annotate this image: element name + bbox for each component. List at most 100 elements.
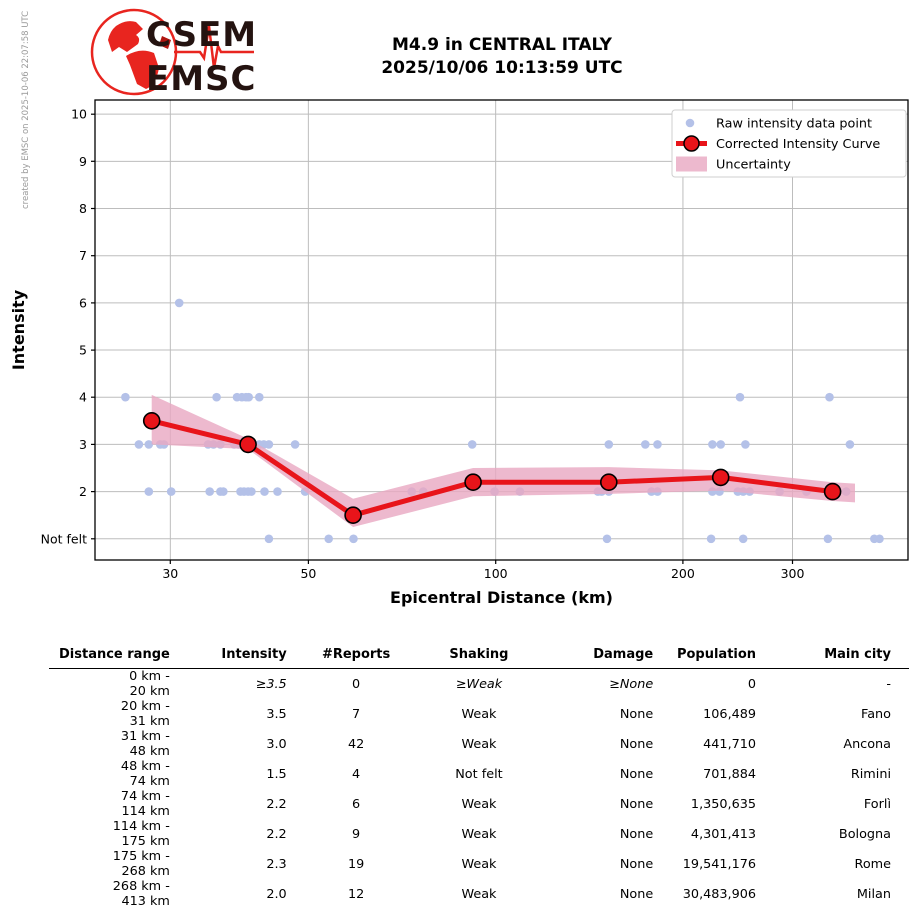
raw-intensity-point — [845, 440, 855, 449]
raw-intensity-point — [174, 298, 184, 308]
emsc-logo: CSEM EMSC — [90, 8, 256, 98]
table-header-3: Shaking — [417, 636, 541, 669]
cell-reports: 7 — [352, 706, 361, 722]
cell-intensity: 3.5 — [266, 706, 287, 722]
cell-damage: None — [619, 766, 654, 782]
uncertainty-band — [151, 394, 855, 527]
cell-population: 701,884 — [703, 766, 757, 782]
cell-damage: None — [619, 736, 654, 752]
x-tick-label: 50 — [300, 566, 316, 581]
legend-label: Corrected Intensity Curve — [716, 137, 880, 152]
cell-shaking: Not felt — [455, 766, 503, 782]
cell-main-city: Bologna — [838, 826, 891, 842]
cell-reports: 4 — [352, 766, 361, 782]
raw-intensity-point — [706, 534, 716, 544]
intensity-table-wrap: Distance range Intensity #Reports Shaking Da… — [49, 636, 909, 905]
raw-intensity-point — [273, 487, 282, 496]
cell-reports: 42 — [347, 736, 365, 752]
logo-continent-africa — [126, 50, 159, 89]
table-header-row: Distance range Intensity #Reports Shaking Da… — [49, 636, 909, 669]
raw-intensity-point — [604, 440, 614, 449]
x-axis-label: Epicentral Distance (km) — [390, 588, 613, 607]
cell-reports: 9 — [352, 826, 361, 842]
raw-intensity-point — [254, 392, 264, 402]
y-tick-label: 7 — [79, 248, 87, 263]
raw-intensity-point — [349, 534, 358, 544]
cell-distance-range: 48 km - 74 km — [120, 759, 170, 789]
cell-population: 0 — [747, 676, 757, 692]
table-row: 268 km - 413 km 2.0 12 Weak None 30,483,906 Mi… — [49, 879, 909, 905]
cell-population: 30,483,906 — [682, 886, 757, 902]
raw-intensity-point — [166, 487, 176, 496]
y-tick-label: 3 — [79, 437, 87, 452]
raw-intensity-point — [708, 440, 717, 449]
cell-damage: None — [619, 886, 654, 902]
cell-intensity: 2.2 — [266, 826, 287, 842]
raw-intensity-point — [260, 487, 269, 496]
raw-intensity-point — [716, 440, 725, 449]
y-tick-label: 4 — [79, 390, 87, 405]
raw-intensity-point — [264, 440, 274, 449]
raw-intensity-point — [290, 440, 300, 449]
raw-intensity-point — [212, 392, 221, 402]
cell-shaking: Weak — [461, 796, 497, 812]
y-tick-label: 8 — [79, 201, 87, 216]
y-axis-label: Intensity — [9, 289, 28, 370]
cell-main-city: Milan — [856, 886, 891, 902]
table-header-2: #Reports — [294, 636, 418, 669]
cell-reports: 0 — [352, 676, 361, 692]
cell-distance-range: 0 km - 20 km — [129, 669, 170, 699]
cell-population: 1,350,635 — [690, 796, 757, 812]
cell-intensity: 1.5 — [266, 766, 287, 782]
cell-damage: ≥None — [609, 676, 654, 692]
cell-damage: None — [619, 706, 654, 722]
cell-population: 106,489 — [703, 706, 757, 722]
y-tick-label: 9 — [79, 154, 87, 169]
raw-intensity-point — [653, 440, 662, 449]
table-header-4: Damage — [540, 636, 664, 669]
corrected-curve-marker — [823, 482, 842, 501]
cell-distance-range: 20 km - 31 km — [120, 699, 170, 729]
raw-intensity-point — [825, 392, 834, 402]
corrected-curve-marker — [344, 506, 362, 525]
cell-intensity: 2.2 — [266, 796, 287, 812]
corrected-curve-marker — [239, 435, 257, 454]
chart-title: M4.9 in CENTRAL ITALY 2025/10/06 10:13:5… — [252, 34, 752, 80]
cell-population: 19,541,176 — [682, 856, 757, 872]
logo-seismogram-icon — [174, 25, 254, 69]
raw-intensity-point — [602, 534, 612, 544]
legend-box — [671, 109, 907, 178]
corrected-curve-marker — [599, 473, 618, 492]
table-header-1: Intensity — [171, 636, 295, 669]
cell-shaking: Weak — [461, 856, 497, 872]
table-header-6: Main city — [786, 636, 909, 669]
cell-main-city: Rimini — [850, 766, 891, 782]
y-tick-label: 10 — [71, 107, 87, 122]
table-row: 175 km - 268 km 2.3 19 Weak None 19,541,176 Ro… — [49, 849, 909, 879]
table-row: 20 km - 31 km 3.5 7 Weak None 106,489 Fano — [49, 699, 909, 729]
table-row: 0 km - 20 km ≥3.5 0 ≥Weak ≥None 0 - — [49, 669, 909, 699]
legend-band-icon — [676, 156, 707, 172]
raw-intensity-point — [738, 534, 748, 544]
legend-raw-point-icon — [685, 118, 695, 128]
raw-intensity-point — [264, 534, 274, 544]
chart-title-line1: M4.9 in CENTRAL ITALY — [392, 35, 612, 55]
cell-main-city: Ancona — [843, 736, 891, 752]
cell-damage: None — [619, 796, 654, 812]
raw-intensity-point — [244, 392, 253, 402]
raw-intensity-point — [205, 487, 214, 496]
cell-damage: None — [619, 856, 654, 872]
raw-intensity-point — [823, 534, 833, 544]
cell-distance-range: 31 km - 48 km — [120, 729, 170, 759]
cell-distance-range: 175 km - 268 km — [112, 849, 170, 879]
raw-intensity-point — [247, 487, 256, 496]
x-tick-label: 300 — [781, 566, 805, 581]
cell-main-city: Rome — [854, 856, 892, 872]
raw-intensity-point — [641, 440, 650, 449]
cell-distance-range: 74 km - 114 km — [120, 789, 170, 819]
cell-intensity: 2.3 — [266, 856, 287, 872]
cell-shaking: Weak — [461, 706, 497, 722]
cell-shaking: Weak — [461, 886, 497, 902]
raw-intensity-point — [134, 440, 144, 449]
